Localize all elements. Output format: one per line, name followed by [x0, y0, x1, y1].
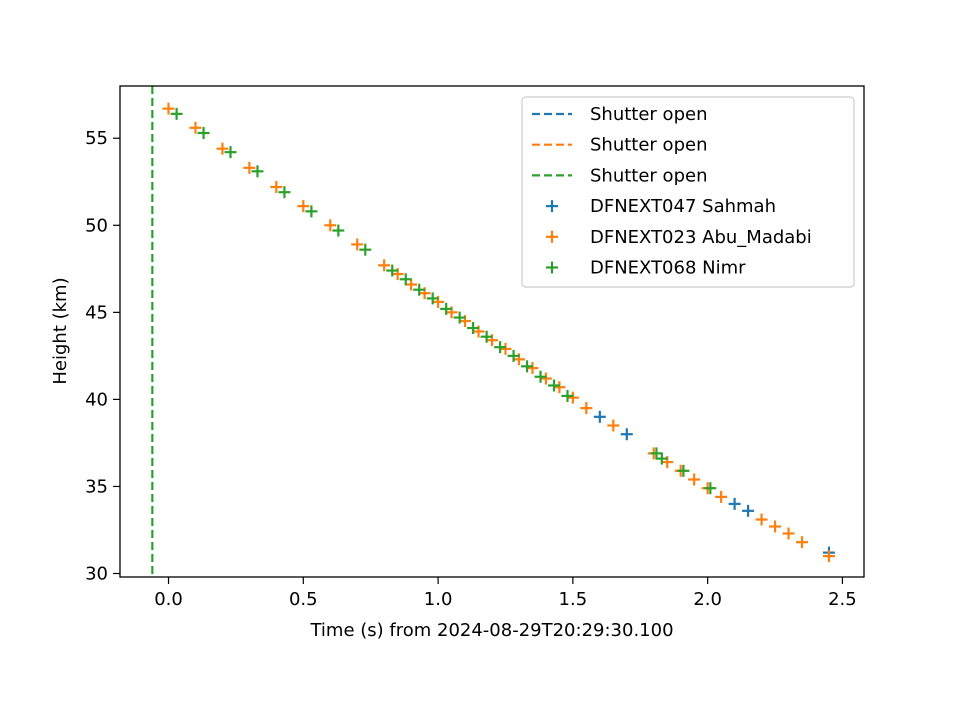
data-point: [297, 200, 310, 213]
legend-entry-label: Shutter open: [590, 135, 707, 156]
data-point: [796, 536, 808, 549]
data-point: [440, 302, 453, 315]
y-tick-label: 55: [85, 128, 108, 149]
data-point: [170, 107, 183, 120]
data-point: [413, 283, 426, 296]
data-point: [359, 243, 372, 256]
data-point: [755, 513, 768, 526]
data-point: [769, 520, 782, 533]
series-1: [162, 102, 835, 563]
y-axis: 30 35 40 45 50 55: [85, 128, 120, 585]
data-point: [580, 402, 593, 415]
y-tick-label: 40: [85, 389, 108, 410]
data-point: [162, 102, 175, 115]
data-point: [332, 224, 345, 237]
data-point: [728, 497, 741, 510]
data-point: [521, 360, 534, 373]
y-tick-label: 30: [85, 564, 108, 585]
data-point: [677, 464, 690, 477]
legend: Shutter open Shutter open Shutter open DFNE…: [521, 96, 855, 288]
y-tick-label: 35: [85, 476, 108, 497]
legend-entry-label: Shutter open: [590, 104, 707, 125]
data-point: [426, 292, 439, 305]
legend-entry-label: DFNEXT023 Abu_Madabi: [590, 227, 812, 248]
x-tick-label: 1.5: [559, 589, 588, 610]
data-point: [620, 428, 633, 441]
x-axis: 0.0 0.5 1.0 1.5 2.0 2.5: [154, 577, 857, 610]
data-point: [822, 550, 835, 563]
data-point: [189, 121, 202, 134]
data-point: [715, 490, 728, 503]
data-point: [548, 379, 560, 392]
data-point: [453, 311, 466, 324]
data-point: [566, 391, 579, 404]
data-point: [399, 273, 412, 286]
data-point: [704, 482, 717, 495]
data-point: [534, 370, 547, 383]
data-point: [251, 165, 264, 178]
data-point: [378, 259, 391, 272]
data-point: [480, 330, 493, 343]
y-tick-label: 45: [85, 302, 108, 323]
data-point: [494, 341, 507, 354]
x-tick-label: 2.0: [693, 589, 722, 610]
data-point: [499, 342, 512, 355]
data-point: [593, 410, 606, 423]
legend-entry-label: DFNEXT068 Nimr: [590, 258, 746, 279]
data-point: [688, 473, 701, 486]
data-point: [278, 186, 291, 199]
x-axis-label: Time (s) from 2024-08-29T20:29:30.100: [309, 620, 673, 641]
axes-border: [119, 85, 865, 578]
data-point: [224, 146, 237, 159]
legend-entry-label: Shutter open: [590, 165, 707, 186]
data-point: [553, 381, 566, 394]
series-2: [170, 107, 717, 495]
data-point: [405, 278, 418, 291]
y-axis-label: Height (km): [50, 277, 71, 384]
data-point: [216, 142, 229, 155]
data-point: [243, 161, 256, 174]
x-tick-label: 2.5: [828, 589, 857, 610]
data-point: [650, 447, 663, 460]
data-point: [351, 238, 364, 251]
data-point: [305, 205, 318, 218]
data-point: [782, 527, 795, 540]
data-point: [467, 322, 480, 335]
x-tick-label: 0.0: [154, 589, 183, 610]
data-point: [655, 452, 668, 465]
legend-entry-label: DFNEXT047 Sahmah: [590, 196, 776, 217]
x-tick-label: 1.0: [424, 589, 453, 610]
data-point: [270, 180, 283, 193]
data-point: [386, 264, 399, 277]
data-point: [507, 349, 520, 362]
axes-frame: [119, 85, 865, 578]
data-point: [539, 372, 552, 385]
y-tick-label: 50: [85, 215, 108, 236]
legend-box: [521, 96, 855, 288]
data-point: [526, 362, 539, 375]
data-point: [607, 419, 620, 432]
x-tick-label: 0.5: [289, 589, 318, 610]
data-point: [324, 219, 337, 232]
data-point: [742, 504, 755, 517]
data-point: [197, 127, 210, 140]
data-point: [561, 389, 574, 402]
